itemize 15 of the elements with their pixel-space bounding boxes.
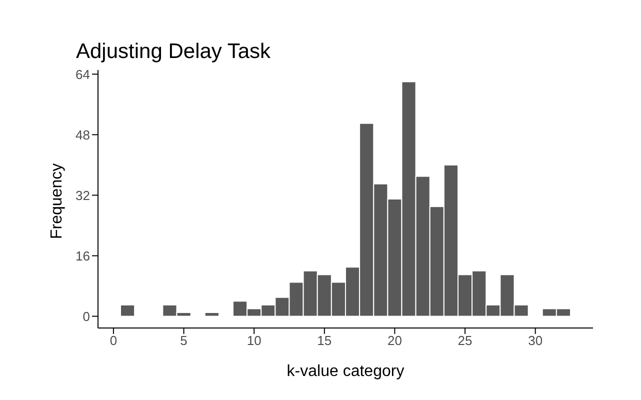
chart-title: Adjusting Delay Task	[76, 40, 271, 64]
y-tick-label: 64	[76, 66, 90, 82]
y-tick-label: 48	[76, 127, 90, 142]
x-tick-label: 15	[317, 333, 332, 348]
x-tick-label: 20	[387, 333, 402, 348]
y-tick-label: 0	[82, 308, 90, 324]
x-tick-label: 30	[528, 333, 543, 348]
y-tick-label: 32	[76, 188, 90, 203]
x-tick-label: 0	[110, 333, 118, 348]
x-axis-title: k-value category	[286, 363, 404, 380]
y-tick-label: 16	[76, 248, 90, 264]
y-axis-title: Frequency	[48, 163, 66, 239]
x-tick-label: 10	[246, 333, 262, 348]
x-tick-label: 25	[458, 333, 472, 348]
x-tick-label: 5	[180, 333, 188, 348]
